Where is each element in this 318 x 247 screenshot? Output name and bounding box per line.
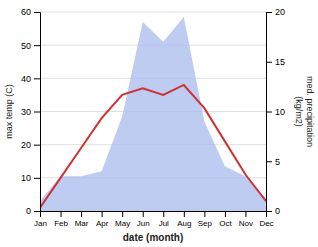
x-tick: Jul: [159, 211, 169, 228]
x-tick: Dec: [259, 211, 273, 228]
y-tick-label: 20: [21, 140, 31, 150]
precipitation-area: [40, 17, 266, 211]
x-tick-label: Jun: [137, 219, 150, 228]
x-tick-label: Nov: [239, 219, 253, 228]
y-tick-label: 50: [21, 41, 31, 51]
x-tick: Sep: [198, 211, 213, 228]
y2-tick-label: 5: [275, 157, 280, 167]
y-tick: 10: [21, 173, 40, 183]
y2-tick-label: 10: [275, 107, 285, 117]
y-tick-mark: [34, 78, 40, 79]
y-tick-label: 10: [21, 173, 31, 183]
y2-axis-title: med. precipitation(kg/m2): [294, 76, 315, 147]
x-tick-label: Feb: [54, 219, 68, 228]
y-tick: 20: [21, 140, 40, 150]
x-tick-label: Sep: [198, 219, 213, 228]
x-tick-mark: [102, 211, 103, 217]
y-axis-title: max temp (C): [4, 84, 14, 139]
y-tick-label: 30: [21, 107, 31, 117]
y-axis-line: [34, 13, 41, 212]
y2-tick: 20: [266, 7, 285, 17]
temperature-line: [40, 85, 266, 208]
y2-tick: 15: [266, 57, 285, 67]
y-tick-label: 0: [26, 206, 31, 216]
x-tick: May: [115, 211, 130, 228]
y2-axis-title-line: (kg/m2): [294, 96, 304, 127]
chart-container: JanFebMarAprMayJunJulAugSepOctNovDec0102…: [0, 0, 318, 247]
x-tick: Jun: [137, 211, 150, 228]
x-tick: Nov: [239, 211, 253, 228]
x-tick-mark: [163, 211, 164, 217]
y-tick: 0: [26, 206, 40, 216]
x-tick: Oct: [219, 211, 232, 228]
x-tick-label: Apr: [96, 219, 109, 228]
y2-tick-mark: [266, 211, 272, 212]
x-tick-label: May: [115, 219, 130, 228]
x-tick-mark: [143, 211, 144, 217]
x-tick-mark: [122, 211, 123, 217]
y2-tick: 10: [266, 107, 285, 117]
y-tick-mark: [34, 45, 40, 46]
y2-tick-label: 0: [275, 206, 280, 216]
y2-axis-line: [267, 13, 273, 212]
x-tick-label: Oct: [219, 219, 232, 228]
y-tick: 60: [21, 7, 40, 17]
y-tick-label: 60: [21, 7, 31, 17]
y-tick-mark: [34, 145, 40, 146]
x-tick-label: Jul: [159, 219, 169, 228]
y-axis: 0 10 20 30 40 50 60: [21, 7, 41, 216]
y2-tick: 5: [266, 157, 280, 167]
x-tick-mark: [61, 211, 62, 217]
grid-line: [40, 12, 266, 13]
y-tick: 40: [21, 74, 40, 84]
marks: [40, 17, 266, 211]
x-axis: Jan Feb Mar Apr May Jun Jul Aug Sep Oct Nov Dec: [34, 211, 274, 228]
y-tick: 50: [21, 41, 40, 51]
x-tick-mark: [225, 211, 226, 217]
y2-tick: 0: [266, 206, 280, 216]
y-tick-mark: [34, 112, 40, 113]
y-tick: 30: [21, 107, 40, 117]
y2-tick-mark: [266, 12, 272, 13]
x-tick-mark: [245, 211, 246, 217]
x-tick: Jan: [34, 211, 47, 228]
x-tick-mark: [204, 211, 205, 217]
grid: [40, 12, 266, 211]
x-tick: Apr: [96, 211, 109, 228]
plot-area: JanFebMarAprMayJunJulAugSepOctNovDec0102…: [4, 7, 315, 243]
y-tick-mark: [34, 12, 40, 13]
y2-axis: 0 5 10 15 20: [266, 7, 285, 216]
x-tick: Aug: [177, 211, 191, 228]
y2-tick-mark: [266, 112, 272, 113]
x-tick-label: Dec: [259, 219, 273, 228]
x-tick-label: Mar: [75, 219, 89, 228]
x-tick-mark: [184, 211, 185, 217]
y2-tick-label: 20: [275, 7, 285, 17]
y2-axis-title-line: med. precipitation: [305, 76, 315, 147]
x-axis-line: [41, 212, 267, 218]
y2-tick-mark: [266, 62, 272, 63]
y-tick-mark: [34, 211, 40, 212]
y2-tick-label: 15: [275, 57, 285, 67]
y-tick-label: 40: [21, 74, 31, 84]
x-tick: Mar: [75, 211, 89, 228]
y2-tick-mark: [266, 161, 272, 162]
chart: JanFebMarAprMayJunJulAugSepOctNovDec0102…: [0, 0, 318, 247]
x-tick-label: Jan: [34, 219, 47, 228]
x-tick: Feb: [54, 211, 68, 228]
x-tick-label: Aug: [177, 219, 191, 228]
x-tick-mark: [81, 211, 82, 217]
y-tick-mark: [34, 178, 40, 179]
x-axis-title: date (month): [123, 232, 184, 243]
